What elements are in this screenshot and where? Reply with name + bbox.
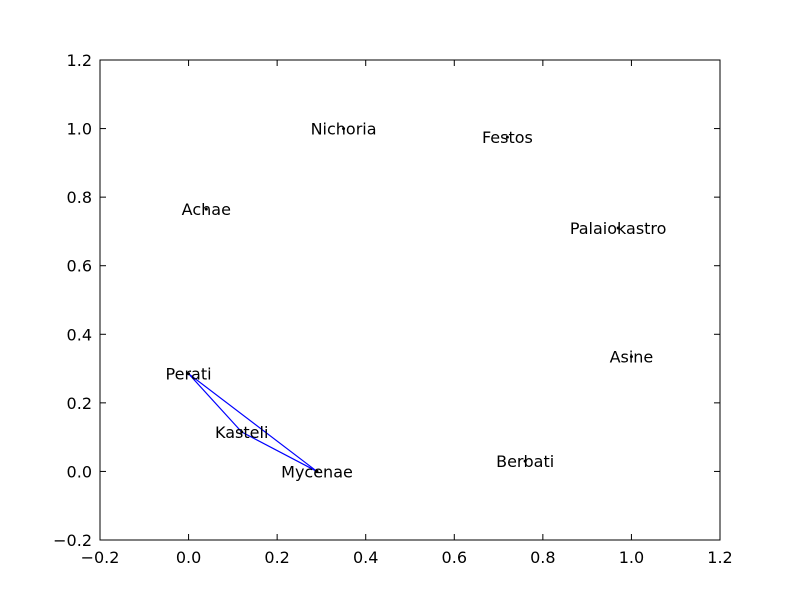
y-tick-label: 0.4 <box>67 325 92 344</box>
connection-line <box>188 373 318 472</box>
x-tick-label: 0.8 <box>530 548 555 567</box>
plot-area <box>100 60 720 540</box>
connection-line <box>241 431 318 472</box>
point-label: Palaiokastro <box>570 219 667 238</box>
point-label: Perati <box>166 365 212 384</box>
x-tick-label: 0.0 <box>176 548 201 567</box>
point-label: Kasteli <box>215 423 268 442</box>
data-point <box>342 127 346 131</box>
connection-lines <box>188 373 318 472</box>
data-point <box>204 207 208 211</box>
y-tick-label: −0.2 <box>53 531 92 550</box>
data-point <box>315 469 319 473</box>
y-tick-label: 1.2 <box>67 51 92 70</box>
data-point <box>616 226 620 230</box>
plot-frame <box>99 59 721 541</box>
data-point <box>629 355 633 359</box>
data-point <box>240 430 244 434</box>
point-label: Asine <box>610 348 654 367</box>
point-label: Festos <box>482 128 533 147</box>
x-tick-label: −0.2 <box>81 548 120 567</box>
y-tick-label: 0.6 <box>67 257 92 276</box>
point-label: Berbati <box>496 452 554 471</box>
y-axis: −0.2 0.0 0.2 0.4 0.6 0.8 1.0 1.2 <box>53 51 720 550</box>
x-tick-label: 0.6 <box>442 548 467 567</box>
y-tick-label: 0.0 <box>67 462 92 481</box>
y-tick-label: 0.8 <box>67 188 92 207</box>
x-tick-label: 1.2 <box>707 548 732 567</box>
y-tick-label: 1.0 <box>67 120 92 139</box>
data-point <box>523 459 527 463</box>
point-labels: Nichoria Festos Achae Palaiokastro Asine Pera… <box>166 120 667 482</box>
data-points <box>187 127 633 473</box>
point-label: Nichoria <box>311 120 377 139</box>
data-point <box>505 135 509 139</box>
point-label: Mycenae <box>281 462 353 481</box>
x-tick-label: 0.2 <box>264 548 289 567</box>
connection-line <box>188 373 243 433</box>
x-axis: −0.2 0.0 0.2 0.4 0.6 0.8 1.0 1.2 <box>81 60 733 567</box>
point-label: Achae <box>182 200 231 219</box>
y-tick-label: 0.2 <box>67 394 92 413</box>
x-tick-label: 1.0 <box>619 548 644 567</box>
data-point <box>187 372 191 376</box>
x-tick-label: 0.4 <box>353 548 378 567</box>
